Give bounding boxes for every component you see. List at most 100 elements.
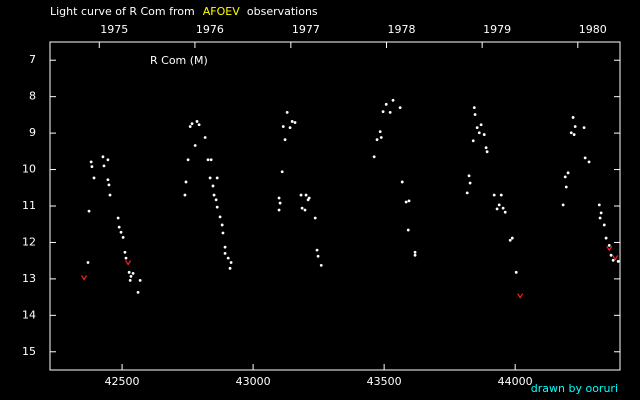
data-point — [406, 228, 410, 232]
annotation: R Com (M) — [150, 54, 208, 67]
data-point — [609, 253, 613, 257]
data-point — [288, 126, 292, 130]
data-point — [566, 171, 570, 175]
data-point — [92, 176, 96, 180]
data-point — [128, 278, 132, 282]
data-point — [138, 278, 142, 282]
data-point — [404, 200, 408, 204]
data-point — [319, 264, 323, 267]
data-point — [508, 238, 512, 242]
data-point — [503, 210, 507, 214]
data-point — [484, 146, 488, 150]
data-point — [485, 150, 489, 154]
data-point — [188, 125, 192, 128]
data-point — [223, 245, 227, 249]
y-tick-label: 8 — [29, 90, 36, 103]
upper-limit-point — [125, 260, 132, 266]
data-point — [121, 235, 125, 239]
data-point — [375, 138, 379, 142]
data-point — [413, 250, 417, 254]
data-point — [501, 206, 505, 210]
data-point — [604, 236, 608, 240]
title-part: AFOEV — [203, 5, 240, 18]
data-point — [564, 185, 568, 189]
x-tick-label: 42500 — [105, 375, 140, 388]
y-tick-label: 9 — [29, 126, 36, 139]
data-point — [285, 110, 289, 114]
data-point — [303, 208, 307, 212]
data-point — [278, 201, 282, 205]
y-tick-label: 15 — [22, 345, 36, 358]
data-point — [378, 130, 382, 134]
data-point — [472, 106, 476, 109]
data-point — [87, 209, 91, 213]
data-point — [571, 116, 575, 119]
data-point — [514, 270, 518, 274]
data-point — [119, 230, 123, 234]
data-point — [102, 164, 106, 168]
data-point — [209, 158, 213, 162]
data-point — [499, 193, 503, 197]
data-point — [497, 203, 501, 207]
data-point — [316, 254, 320, 258]
data-point — [599, 211, 603, 215]
data-point — [123, 250, 127, 254]
x2-tick-label: 1976 — [196, 23, 224, 36]
data-point — [582, 126, 586, 130]
data-point — [281, 125, 285, 128]
x-tick-label: 43500 — [367, 375, 402, 388]
data-point — [186, 158, 190, 162]
data-point — [407, 199, 411, 203]
data-point — [106, 158, 110, 162]
data-point — [398, 106, 402, 109]
data-point — [384, 102, 388, 106]
upper-limit-point — [81, 275, 88, 281]
data-point — [124, 256, 128, 260]
data-point — [197, 123, 201, 127]
data-point — [107, 183, 111, 187]
data-point — [492, 193, 496, 197]
x2-tick-label: 1977 — [292, 23, 320, 36]
data-point — [510, 236, 514, 240]
data-point — [563, 175, 567, 179]
data-point — [473, 113, 477, 116]
data-point — [221, 231, 225, 235]
chart-title: Light curve of R Com from AFOEV observatio… — [50, 5, 318, 18]
data-point — [413, 253, 417, 257]
data-point — [467, 174, 471, 178]
data-point — [479, 123, 483, 127]
data-point — [215, 205, 219, 209]
x2-tick-label: 1975 — [100, 23, 128, 36]
data-point — [388, 110, 392, 114]
data-point — [400, 180, 404, 184]
data-point — [106, 178, 110, 182]
data-point — [495, 207, 499, 211]
data-point — [90, 165, 94, 169]
data-point — [607, 243, 611, 247]
data-point — [465, 191, 469, 195]
data-point — [475, 126, 479, 130]
x-tick-label: 43000 — [236, 375, 271, 388]
title-part: Light curve of R Com from — [50, 5, 195, 18]
data-point — [215, 176, 219, 180]
data-point — [129, 274, 133, 278]
data-point — [203, 136, 207, 139]
data-point — [195, 120, 199, 123]
data-point — [214, 198, 218, 202]
data-point — [587, 160, 591, 164]
data-point — [290, 120, 294, 123]
data-point — [229, 261, 233, 264]
data-point — [117, 225, 121, 229]
data-point — [299, 193, 303, 197]
data-point — [211, 184, 215, 188]
data-point — [379, 136, 383, 139]
data-point — [616, 259, 620, 263]
data-point — [89, 160, 93, 164]
data-point — [307, 196, 311, 200]
data-point — [206, 158, 210, 162]
data-point — [583, 156, 587, 160]
x2-tick-label: 1978 — [387, 23, 415, 36]
data-point — [131, 272, 135, 275]
